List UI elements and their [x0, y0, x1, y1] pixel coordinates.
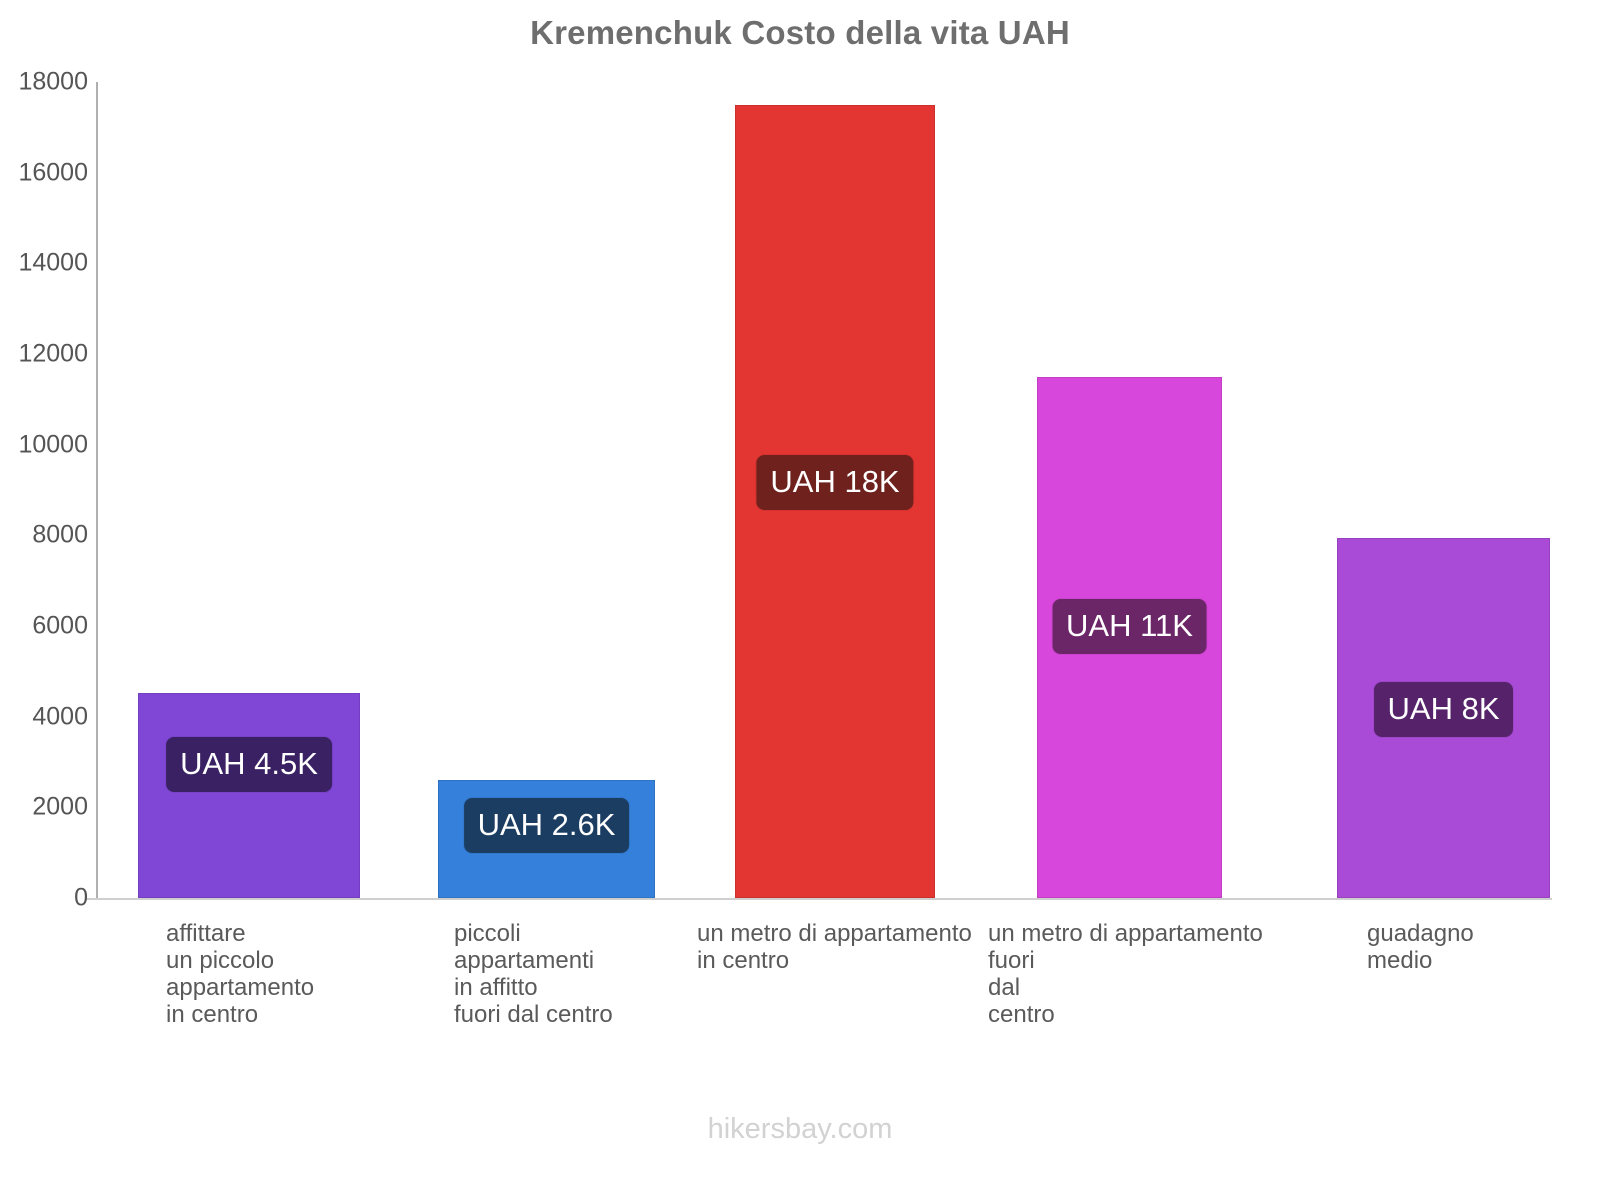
bar[interactable] [138, 692, 360, 898]
y-axis-tick-label: 0 [74, 883, 88, 912]
y-axis-tick-label: 14000 [18, 248, 88, 277]
bar-value-label: UAH 2.6K [463, 798, 630, 854]
x-axis-category-label: guadagno medio [1367, 920, 1474, 974]
bar-value-label: UAH 11K [1052, 598, 1207, 654]
chart-title: Kremenchuk Costo della vita UAH [530, 14, 1070, 51]
plot-area: UAH 4.5K UAH 2.6K UAH 18K UAH 11K UAH 8K [97, 82, 1552, 898]
bar-value-label: UAH 8K [1373, 681, 1514, 737]
y-axis-tick-label: 6000 [32, 611, 88, 640]
y-axis-tick-label: 12000 [18, 339, 88, 368]
x-axis-line [85, 898, 1552, 900]
y-axis-line [96, 82, 98, 899]
y-axis-tick-label: 8000 [32, 520, 88, 549]
x-axis-category-label: un metro di appartamento in centro [697, 920, 972, 974]
y-axis-tick-label: 18000 [18, 67, 88, 96]
bar-value-label: UAH 18K [756, 454, 914, 510]
y-axis-tick-label: 16000 [18, 158, 88, 187]
source-watermark: hikersbay.com [707, 1113, 893, 1145]
y-axis-tick-label: 10000 [18, 430, 88, 459]
x-axis-category-label: affittare un piccolo appartamento in cen… [166, 920, 315, 1028]
x-axis-category-label: piccoli appartamenti in affitto fuori da… [454, 920, 613, 1028]
y-axis-tick-label: 4000 [32, 702, 88, 731]
bar-value-label: UAH 4.5K [166, 736, 332, 792]
y-axis-tick-label: 2000 [32, 792, 88, 821]
x-axis-category-label: un metro di appartamento fuori dal centr… [988, 920, 1263, 1028]
